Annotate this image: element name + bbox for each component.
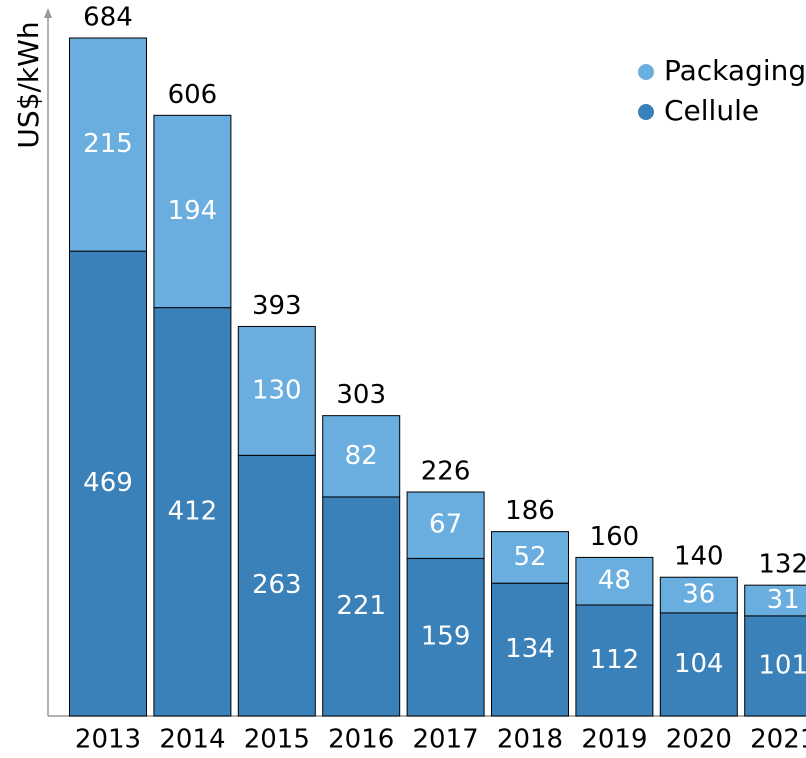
x-tick-label: 2020 bbox=[666, 725, 732, 755]
bar-segment bbox=[406, 491, 485, 559]
y-axis-arrow bbox=[44, 8, 52, 18]
bar-segment bbox=[575, 604, 654, 717]
bar-segment bbox=[744, 584, 806, 617]
bar-segment bbox=[237, 454, 316, 717]
segment-label: 412 bbox=[168, 496, 218, 526]
x-tick-label: 2018 bbox=[497, 725, 563, 755]
total-label: 186 bbox=[505, 496, 555, 526]
total-label: 606 bbox=[168, 80, 218, 110]
segment-label: 469 bbox=[83, 468, 133, 498]
bar-segment bbox=[406, 557, 485, 717]
legend-marker bbox=[638, 104, 654, 120]
segment-label: 48 bbox=[598, 566, 631, 596]
segment-label: 159 bbox=[421, 622, 471, 652]
total-label: 684 bbox=[83, 3, 133, 33]
total-label: 226 bbox=[421, 456, 471, 486]
bar-segment bbox=[491, 531, 569, 584]
legend-marker bbox=[638, 64, 654, 80]
segment-label: 82 bbox=[345, 441, 378, 471]
bar-segment bbox=[69, 37, 147, 252]
segment-label: 112 bbox=[590, 645, 640, 675]
bar-segment bbox=[322, 496, 401, 717]
segment-label: 194 bbox=[168, 196, 218, 226]
segment-label: 134 bbox=[505, 634, 555, 664]
segment-label: 215 bbox=[83, 129, 133, 159]
legend-label: Cellule bbox=[664, 94, 759, 127]
bar-segment bbox=[237, 325, 316, 456]
x-tick-label: 2014 bbox=[159, 725, 225, 755]
x-tick-label: 2019 bbox=[581, 725, 647, 755]
total-label: 393 bbox=[252, 291, 302, 321]
total-label: 140 bbox=[674, 542, 724, 572]
bar-segment bbox=[69, 250, 147, 717]
segment-label: 36 bbox=[682, 580, 715, 610]
segment-label: 104 bbox=[674, 649, 724, 679]
x-tick-label: 2021 bbox=[750, 725, 806, 755]
segment-label: 52 bbox=[513, 542, 546, 572]
x-tick-label: 2016 bbox=[328, 725, 394, 755]
bar-segment bbox=[575, 556, 654, 606]
bar-segment bbox=[744, 615, 806, 717]
bar-segment bbox=[153, 114, 232, 309]
total-label: 132 bbox=[758, 550, 806, 580]
segment-label: 31 bbox=[767, 585, 800, 615]
segment-label: 221 bbox=[336, 591, 386, 621]
bar-segment bbox=[322, 415, 401, 498]
total-label: 160 bbox=[590, 522, 640, 552]
x-tick-label: 2017 bbox=[413, 725, 479, 755]
total-label: 303 bbox=[336, 380, 386, 410]
segment-label: 130 bbox=[252, 375, 302, 405]
bar-segment bbox=[659, 612, 738, 717]
bar-segment bbox=[659, 576, 738, 614]
segment-label: 101 bbox=[758, 650, 806, 680]
legend-label: Packaging bbox=[664, 54, 806, 87]
y-axis-label: US$/kWh bbox=[12, 21, 45, 148]
segment-label: 263 bbox=[252, 570, 302, 600]
bar-segment bbox=[153, 307, 232, 717]
segment-label: 67 bbox=[429, 510, 462, 540]
x-tick-label: 2013 bbox=[75, 725, 141, 755]
bar-segment bbox=[491, 582, 569, 717]
x-tick-label: 2015 bbox=[244, 725, 310, 755]
